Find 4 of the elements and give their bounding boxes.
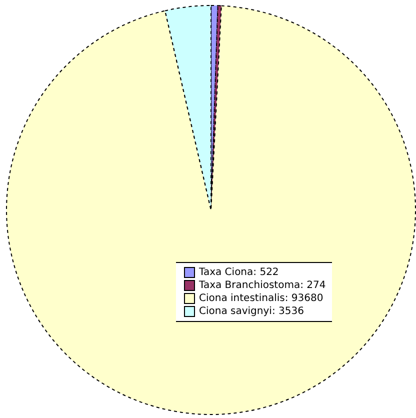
data-label: : 3536 <box>272 306 304 317</box>
data-label: : 274 <box>300 280 326 291</box>
data-label: : 522 <box>253 267 279 278</box>
data-label: : 93680 <box>284 293 324 304</box>
